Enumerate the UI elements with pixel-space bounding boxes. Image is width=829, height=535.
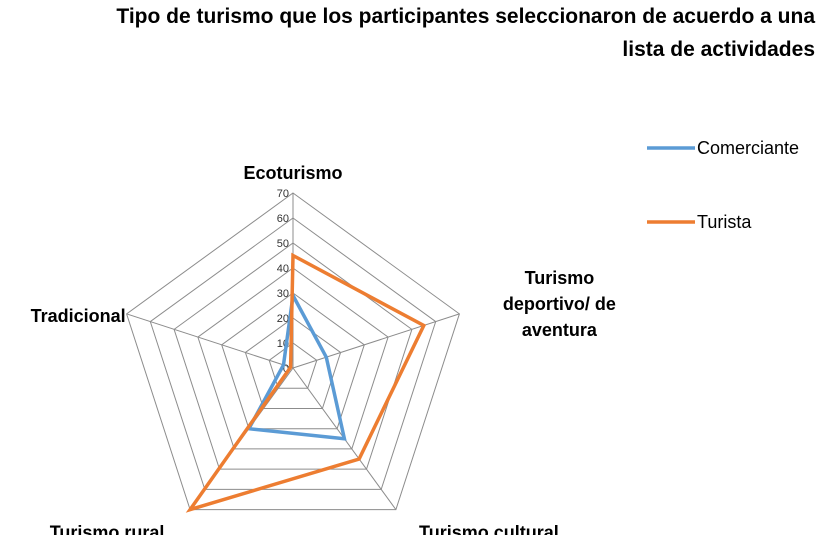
grid-ring bbox=[197, 267, 389, 450]
tick-label: 60 bbox=[277, 213, 289, 225]
category-label: Tradicional bbox=[31, 306, 126, 326]
category-label: Turismo rural bbox=[50, 523, 165, 535]
grid-spoke bbox=[126, 313, 294, 369]
tick-label: 40 bbox=[277, 263, 289, 275]
grid-ring bbox=[126, 192, 460, 511]
grid-ring bbox=[173, 242, 413, 470]
tick-label: 70 bbox=[277, 188, 289, 200]
legend-label: Turista bbox=[697, 212, 752, 232]
radar-category-labels: Ecoturismo Turismo deportivo/ de aventura Tu… bbox=[31, 163, 616, 535]
grid-ring bbox=[268, 342, 318, 389]
tick-label: 30 bbox=[277, 288, 289, 300]
category-label: Turismo deportivo/ de aventura bbox=[503, 268, 616, 340]
series-line bbox=[246, 289, 347, 441]
tick-label: 0 bbox=[283, 363, 289, 375]
legend-label: Comerciante bbox=[697, 138, 799, 158]
legend: Comerciante Turista bbox=[647, 138, 799, 232]
series-line bbox=[185, 252, 427, 513]
grid-ring bbox=[244, 317, 342, 409]
category-label: Turismo cultural bbox=[419, 523, 559, 535]
chart-title-line-1: Tipo de turismo que los participantes se… bbox=[116, 5, 815, 28]
tick-label: 50 bbox=[277, 238, 289, 250]
radar-series bbox=[185, 252, 427, 513]
grid-spoke bbox=[292, 313, 460, 369]
tick-label: 20 bbox=[277, 313, 289, 325]
chart-title: Tipo de turismo que los participantes se… bbox=[0, 0, 815, 66]
grid-ring bbox=[149, 217, 437, 490]
chart-title-line-2: lista de actividades bbox=[622, 38, 815, 61]
grid-ring bbox=[221, 292, 365, 430]
category-label: Ecoturismo bbox=[243, 163, 342, 183]
